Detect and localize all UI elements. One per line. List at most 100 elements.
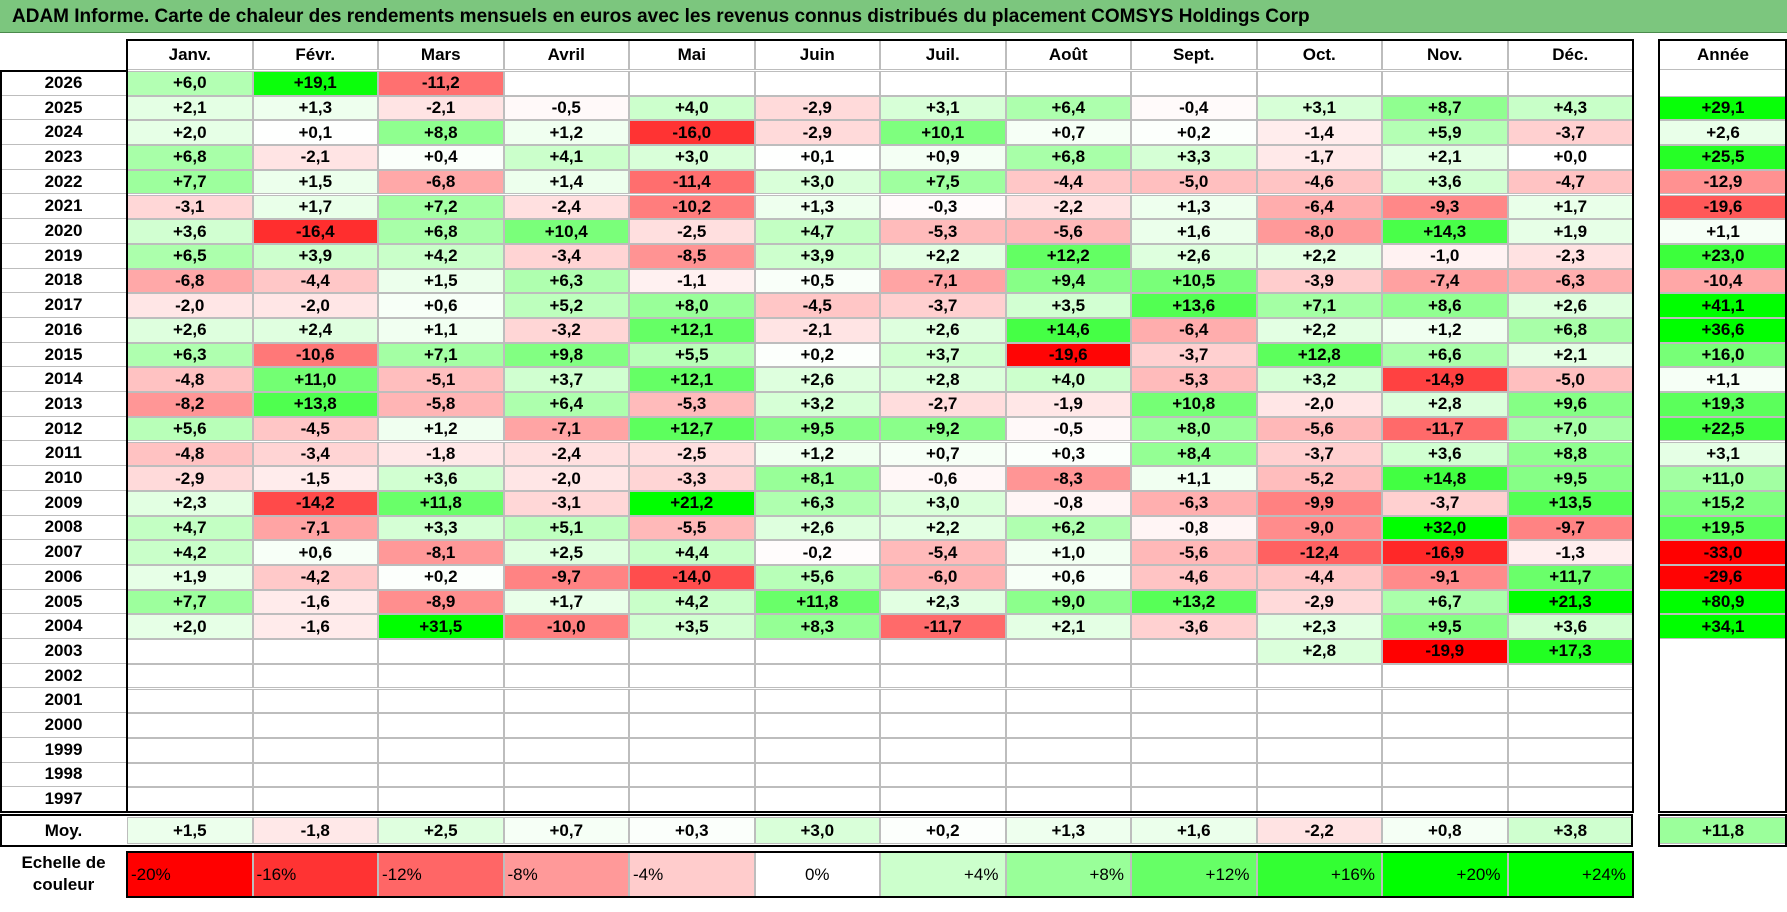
heatmap-cell (1131, 713, 1257, 738)
heatmap-cell: -7,4 (1382, 268, 1508, 294)
heatmap-cell: -8,1 (378, 540, 504, 565)
heatmap-cell (880, 663, 1006, 689)
heatmap-cell (1005, 639, 1131, 664)
annual-cell: +25,5 (1659, 145, 1787, 170)
heatmap-cell: +9,5 (754, 416, 880, 442)
heatmap-cell: +1,7 (1507, 194, 1633, 220)
heatmap-cell (1005, 71, 1131, 96)
heatmap-cell (1382, 737, 1508, 763)
heatmap-cell: +8,3 (754, 614, 880, 640)
heatmap-cell (754, 787, 880, 812)
year-label: 1997 (0, 787, 127, 812)
heatmap-cell: -1,0 (1382, 243, 1508, 269)
heatmap-cell: +13,5 (1507, 490, 1633, 516)
heatmap-cell (378, 737, 504, 763)
heatmap-cell: -10,6 (252, 342, 378, 368)
heatmap-cell: +4,7 (754, 219, 880, 244)
annual-cell: -12,9 (1659, 169, 1787, 195)
average-label: Moy. (44, 820, 83, 840)
annual-cell: +41,1 (1659, 293, 1787, 318)
heatmap-cell: +2,6 (754, 367, 880, 393)
heatmap-cell: +0,5 (754, 268, 880, 294)
heatmap-cell: +6,4 (1005, 95, 1131, 121)
heatmap-cell: +12,2 (1005, 243, 1131, 269)
heatmap-cell: -8,5 (629, 243, 755, 269)
heatmap-cell: -2,1 (252, 145, 378, 170)
heatmap-cell: -2,5 (629, 441, 755, 467)
heatmap-cell: -5,3 (629, 392, 755, 417)
heatmap-cell: -3,7 (1507, 120, 1633, 146)
heatmap-cell: -4,5 (252, 416, 378, 442)
month-header: Juil. (880, 40, 1006, 70)
heatmap-cell: +0,0 (1507, 145, 1633, 170)
heatmap-cell: -2,0 (127, 293, 253, 318)
color-scale-swatch: -12% (378, 852, 504, 897)
heatmap-cell (1507, 787, 1633, 812)
heatmap-cell (1507, 688, 1633, 714)
heatmap-cell: -3,6 (1131, 614, 1257, 640)
heatmap-cell (880, 713, 1006, 738)
heatmap-cell (1507, 71, 1633, 96)
heatmap-cell: -5,1 (378, 367, 504, 393)
heatmap-cell: +10,4 (503, 219, 629, 244)
heatmap-cell: -19,6 (1005, 342, 1131, 368)
color-scale-swatch: +4% (880, 852, 1006, 897)
heatmap-cell: +1,5 (378, 268, 504, 294)
heatmap-cell (1131, 787, 1257, 812)
heatmap-cell: -6,0 (880, 565, 1006, 590)
year-label: 2014 (0, 367, 127, 393)
annual-cell: +16,0 (1659, 342, 1787, 368)
heatmap-cell: +0,2 (754, 342, 880, 368)
heatmap-cell: -16,0 (629, 120, 755, 146)
heatmap-cell (1005, 713, 1131, 738)
color-scale-swatch: +20% (1382, 852, 1508, 897)
page-title: ADAM Informe. Carte de chaleur des rende… (0, 0, 1787, 33)
heatmap-cell: +1,2 (1382, 318, 1508, 343)
heatmap-cell: +4,0 (629, 95, 755, 121)
heatmap-cell: -7,1 (503, 416, 629, 442)
heatmap-cell: +2,6 (127, 318, 253, 343)
annual-cell: -10,4 (1659, 268, 1787, 294)
heatmap-cell (754, 71, 880, 96)
heatmap-cell: +1,2 (378, 416, 504, 442)
annual-cell: +19,3 (1659, 392, 1787, 417)
year-label: 2013 (0, 392, 127, 417)
heatmap-cell (503, 762, 629, 788)
heatmap-cell: -9,0 (1256, 515, 1382, 541)
heatmap-cell (252, 713, 378, 738)
heatmap-cell (629, 688, 755, 714)
heatmap-cell: +6,7 (1382, 589, 1508, 615)
heatmap-cell (378, 713, 504, 738)
heatmap-cell: +21,2 (629, 490, 755, 516)
year-label: 2020 (0, 219, 127, 244)
heatmap-cell: +10,5 (1131, 268, 1257, 294)
year-label: 2026 (0, 71, 127, 96)
heatmap-cell (1131, 71, 1257, 96)
heatmap-cell: -12,4 (1256, 540, 1382, 565)
heatmap-cell: +3,7 (880, 342, 1006, 368)
heatmap-cell: -9,1 (1382, 565, 1508, 590)
heatmap-cell: +12,7 (629, 416, 755, 442)
heatmap-cell: +4,1 (503, 145, 629, 170)
heatmap-cell: +14,8 (1382, 466, 1508, 491)
heatmap-cell (629, 737, 755, 763)
annual-cell: +22,5 (1659, 416, 1787, 442)
heatmap-cell: -0,3 (880, 194, 1006, 220)
heatmap-cell: -8,9 (378, 589, 504, 615)
heatmap-cell (754, 663, 880, 689)
heatmap-cell: -6,8 (127, 268, 253, 294)
heatmap-cell: +13,6 (1131, 293, 1257, 318)
heatmap-cell: -1,1 (629, 268, 755, 294)
average-cell: +0,7 (503, 817, 629, 844)
heatmap-cell: +0,7 (1005, 120, 1131, 146)
heatmap-cell (1005, 663, 1131, 689)
heatmap-cell: -16,4 (252, 219, 378, 244)
heatmap-cell: +2,3 (127, 490, 253, 516)
heatmap-cell (754, 713, 880, 738)
heatmap-cell: +2,1 (127, 95, 253, 121)
heatmap-cell (629, 663, 755, 689)
heatmap-cell: +9,8 (503, 342, 629, 368)
heatmap-cell: -4,4 (1256, 565, 1382, 590)
heatmap-cell: +0,4 (378, 145, 504, 170)
color-scale-swatch: +24% (1507, 852, 1633, 897)
